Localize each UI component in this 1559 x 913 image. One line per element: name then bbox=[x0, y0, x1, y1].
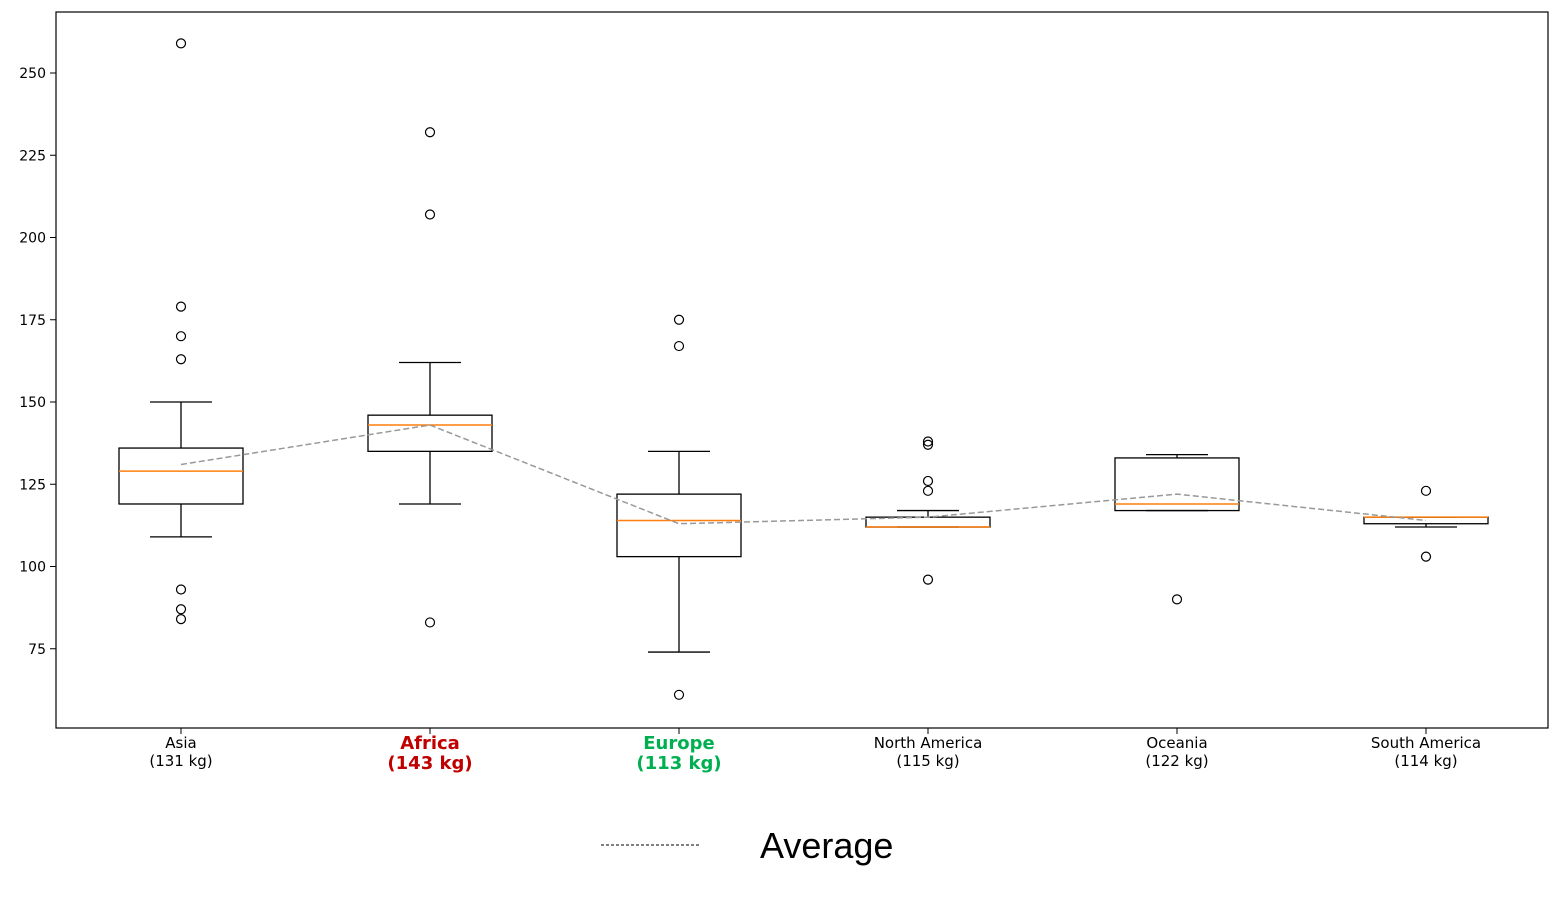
y-tick-label: 225 bbox=[19, 148, 46, 164]
outlier-point bbox=[424, 127, 436, 138]
x-tick-label-average: (122 kg) bbox=[1145, 752, 1208, 770]
outlier-point bbox=[1420, 485, 1432, 496]
box-europe bbox=[616, 314, 742, 700]
x-tick-label-name: South America bbox=[1371, 734, 1481, 752]
legend-average-label: Average bbox=[760, 825, 893, 866]
box-north-america bbox=[865, 436, 991, 585]
box-oceania bbox=[1114, 453, 1240, 605]
box-africa bbox=[367, 127, 493, 628]
outlier-point bbox=[673, 340, 685, 352]
y-axis: 75 100 125 150 175 200 225 250 bbox=[19, 66, 56, 658]
outlier-point bbox=[175, 331, 187, 342]
y-tick-label: 250 bbox=[19, 66, 46, 82]
outlier-point bbox=[1420, 551, 1432, 562]
outlier-point bbox=[424, 209, 436, 220]
outlier-point bbox=[175, 301, 187, 312]
y-tick-label: 150 bbox=[19, 395, 46, 411]
y-tick-label: 200 bbox=[19, 231, 46, 247]
box-iqr bbox=[118, 447, 244, 505]
outlier-point bbox=[175, 604, 187, 615]
outlier-point bbox=[1171, 594, 1183, 605]
x-tick-label-name: North America bbox=[874, 734, 983, 752]
x-tick-label-average: (143 kg) bbox=[387, 753, 472, 774]
x-tick-label-average: (114 kg) bbox=[1394, 752, 1457, 770]
outlier-point bbox=[922, 485, 934, 496]
legend: Average bbox=[601, 825, 893, 866]
box-iqr bbox=[367, 414, 493, 453]
box-iqr bbox=[616, 493, 742, 558]
x-tick-label-name: Europe bbox=[643, 733, 714, 754]
outlier-point bbox=[175, 38, 187, 49]
average-line-layer bbox=[180, 424, 1427, 525]
box-iqr bbox=[1114, 457, 1240, 512]
y-tick-label: 75 bbox=[28, 642, 46, 658]
box-iqr bbox=[1363, 516, 1489, 525]
y-tick-label: 175 bbox=[19, 313, 46, 329]
outlier-point bbox=[175, 354, 187, 365]
x-tick-label-average: (113 kg) bbox=[636, 753, 721, 774]
x-tick-label-name: Asia bbox=[165, 734, 196, 752]
x-tick-label-average: (115 kg) bbox=[896, 752, 959, 770]
outlier-point bbox=[922, 439, 934, 450]
plot-area-frame bbox=[55, 11, 1549, 729]
box-series bbox=[118, 38, 1489, 700]
outlier-point bbox=[673, 689, 685, 700]
outlier-point bbox=[175, 584, 187, 595]
outlier-point bbox=[922, 436, 934, 447]
box-asia bbox=[118, 38, 244, 625]
outlier-point bbox=[673, 314, 685, 325]
x-tick-label-name: Africa bbox=[400, 733, 460, 754]
y-tick-label: 100 bbox=[19, 560, 46, 576]
x-tick-label-name: Oceania bbox=[1146, 734, 1207, 752]
box-south-america bbox=[1363, 485, 1489, 562]
outlier-point bbox=[922, 475, 934, 487]
outlier-point bbox=[424, 617, 436, 628]
x-axis: Asia(131 kg) Africa(143 kg) Europe(113 kg)… bbox=[149, 728, 1481, 774]
x-tick-label-average: (131 kg) bbox=[149, 752, 212, 770]
average-line bbox=[180, 424, 1427, 525]
outlier-point bbox=[175, 614, 187, 625]
y-tick-label: 125 bbox=[19, 477, 46, 493]
outlier-point bbox=[922, 574, 934, 585]
